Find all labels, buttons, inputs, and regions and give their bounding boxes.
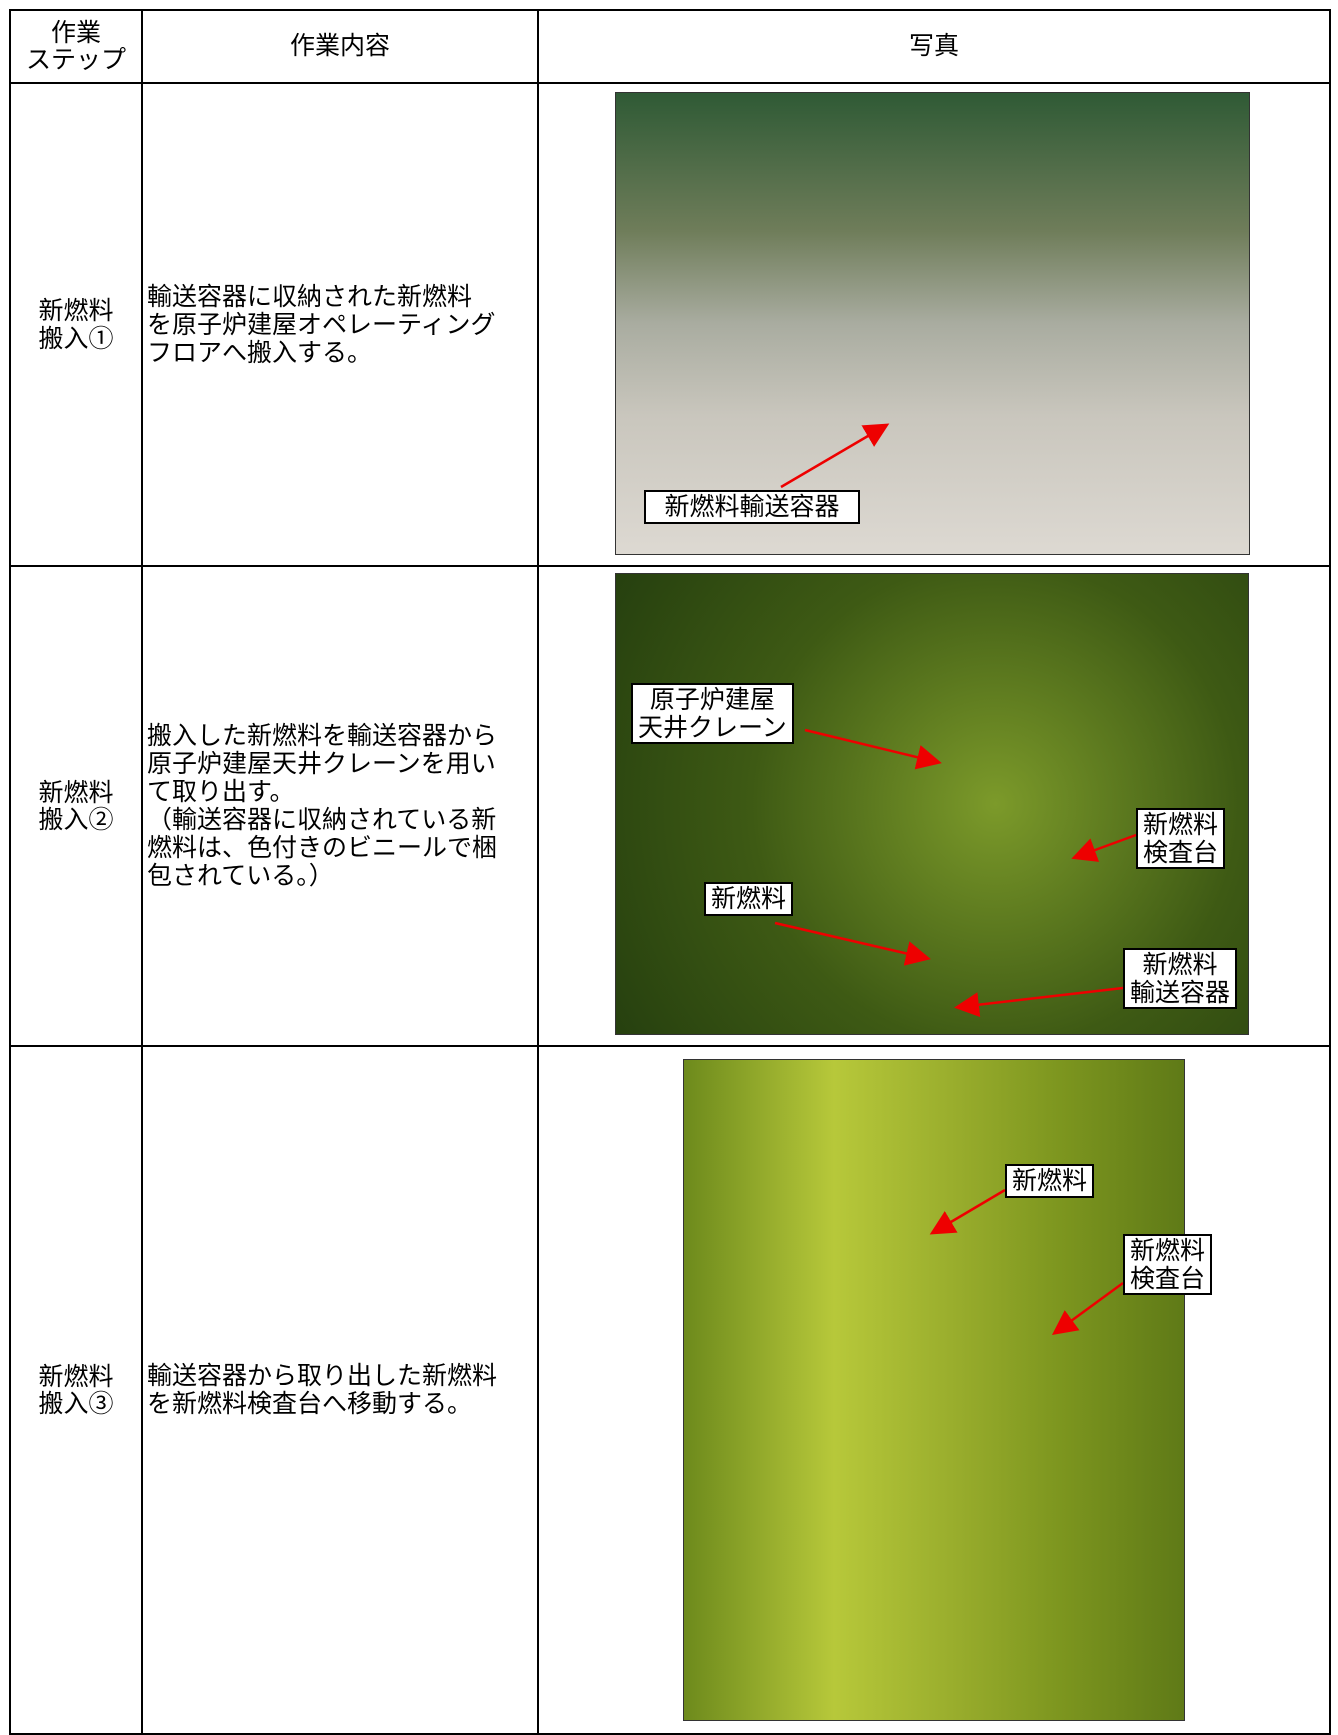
photo-label: 新燃料輸送容器: [644, 490, 860, 524]
photo-label: 新燃料 輸送容器: [1123, 948, 1238, 1009]
arrow: [1051, 1281, 1124, 1335]
arrow: [954, 986, 1124, 1018]
arrow: [1071, 833, 1137, 862]
content-cell: 輸送容器に収納された新燃料 を原子炉建屋オペレーティング フロアへ搬入する。: [141, 82, 539, 567]
photo-label: 原子炉建屋 天井クレーン: [631, 683, 794, 744]
photo-label: 新燃料: [1005, 1164, 1095, 1198]
arrow: [804, 728, 942, 770]
photo: [615, 92, 1250, 555]
arrow: [929, 1188, 1006, 1235]
photo-label: 新燃料 検査台: [1136, 808, 1226, 869]
photo: [683, 1059, 1185, 1721]
arrow: [774, 921, 931, 966]
arrow: [780, 423, 890, 489]
photo-label: 新燃料: [704, 882, 794, 916]
content-cell: 搬入した新燃料を輸送容器から 原子炉建屋天井クレーンを用い て取り出す。 （輸送…: [141, 565, 539, 1047]
photo-label: 新燃料 検査台: [1123, 1234, 1213, 1295]
